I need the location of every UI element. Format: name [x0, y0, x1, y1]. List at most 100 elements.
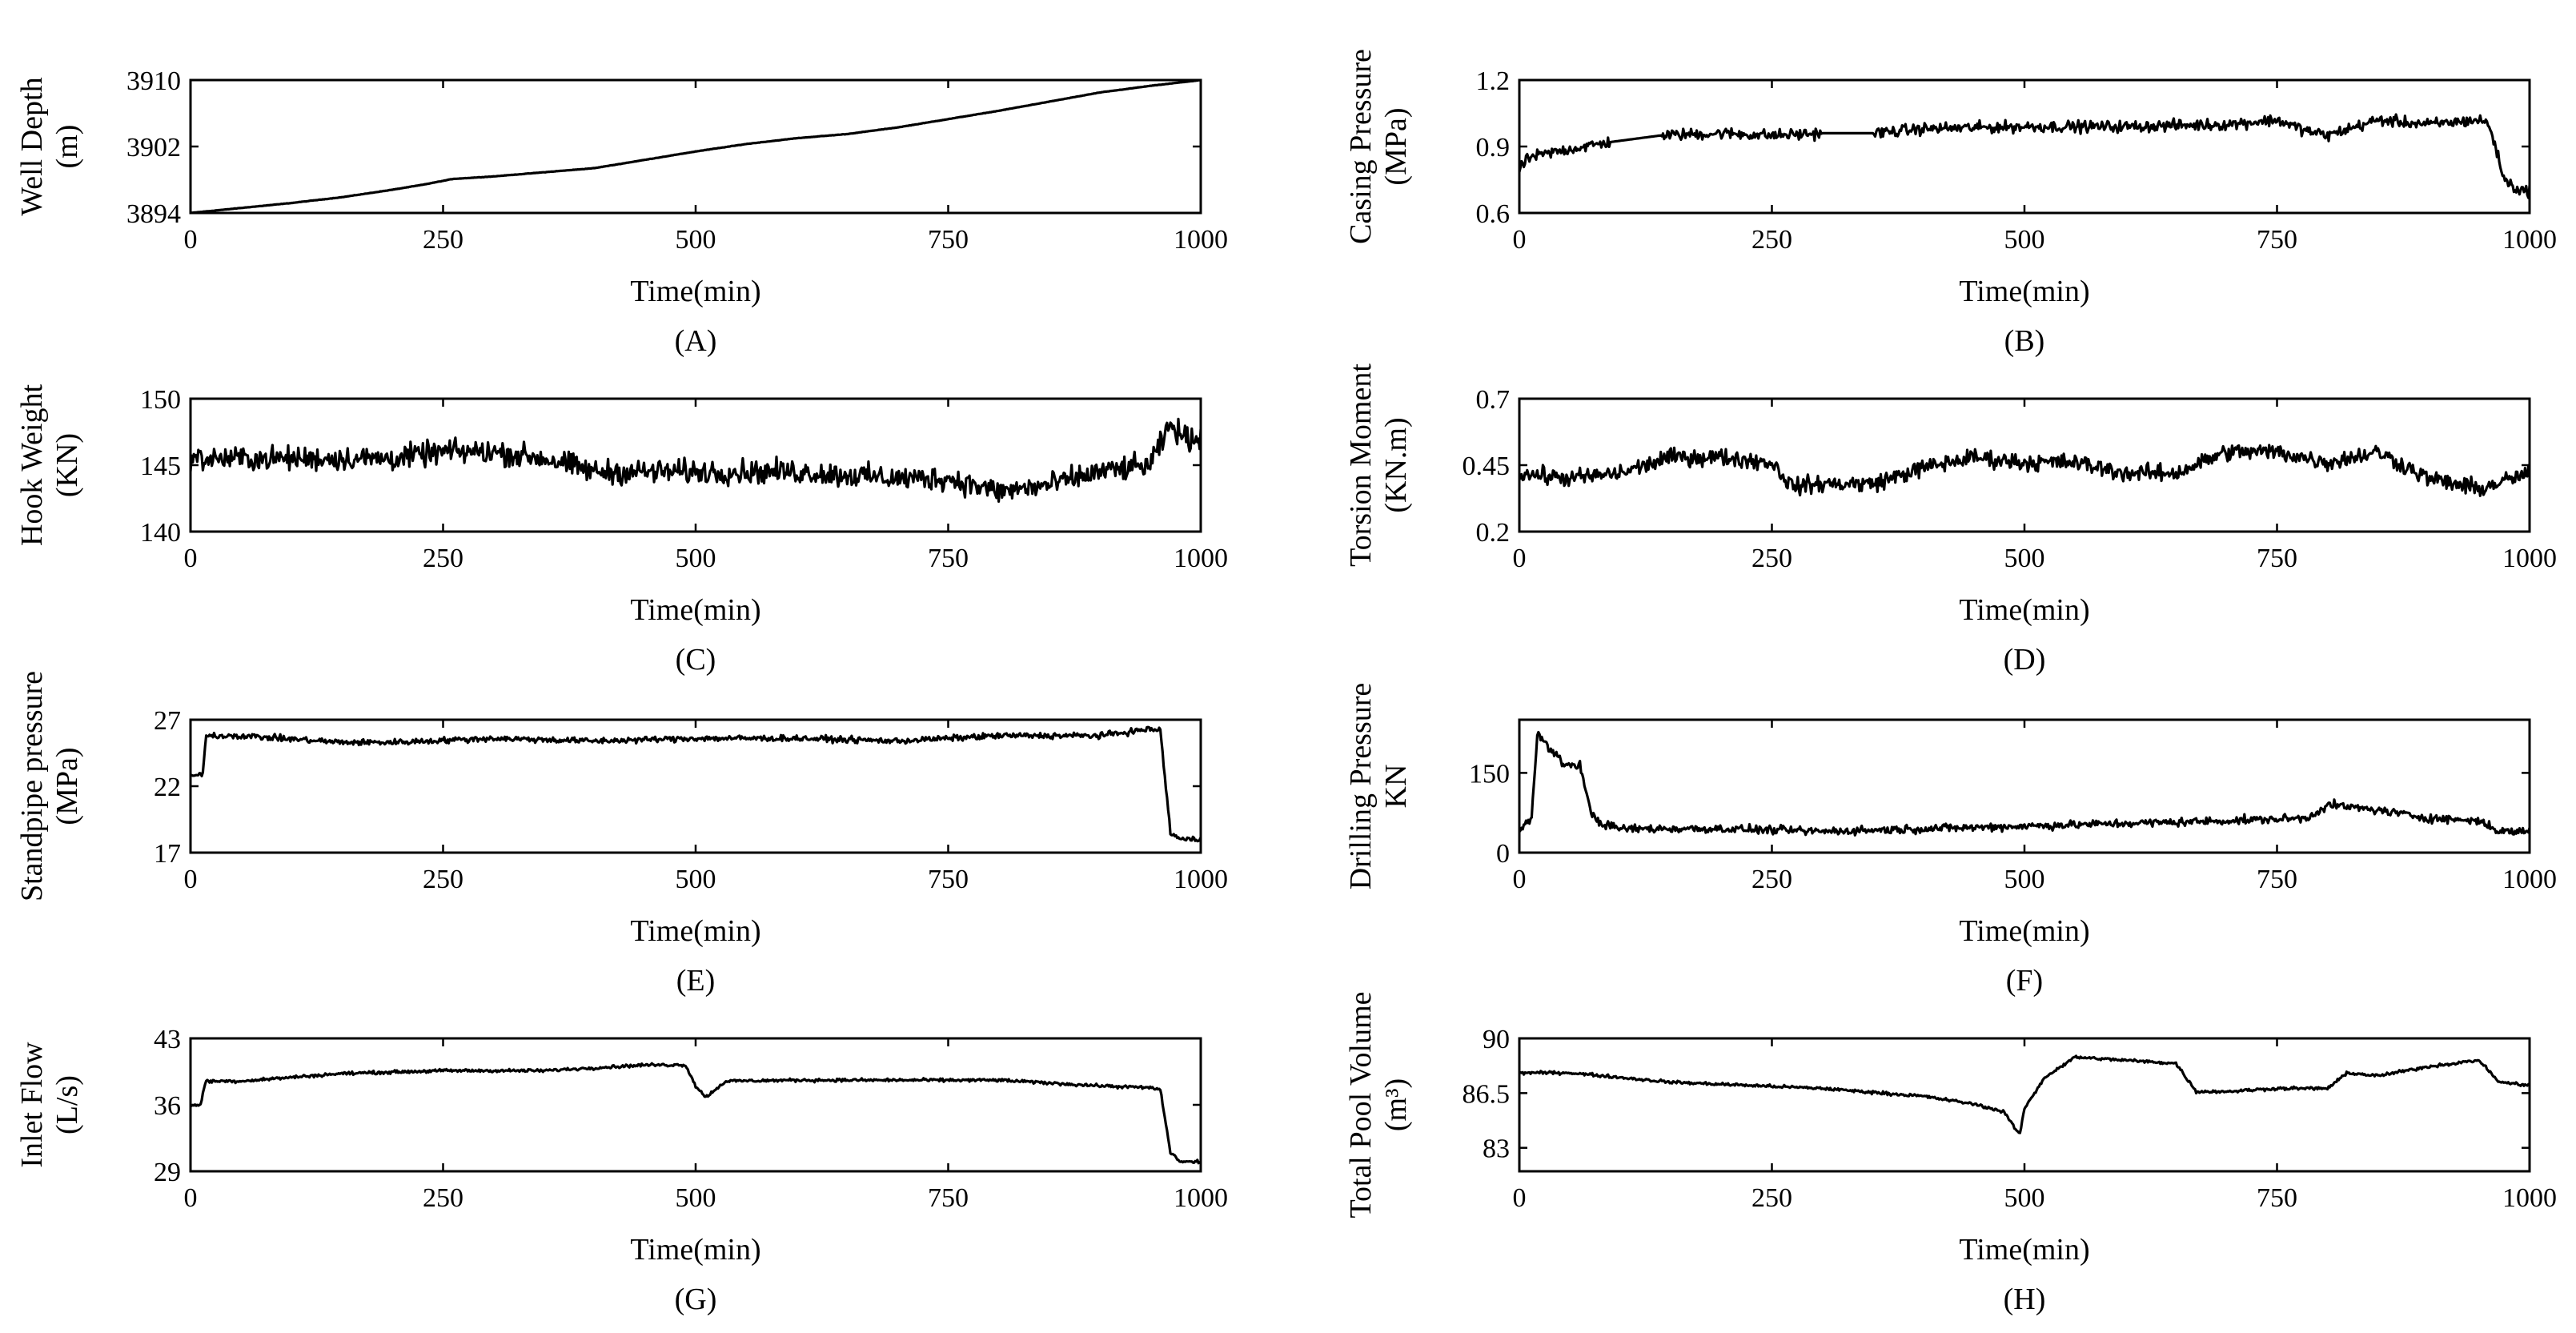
y-tick-label: 17: [154, 839, 181, 869]
x-tick-label: 500: [2004, 225, 2045, 255]
x-tick-label: 750: [2257, 1183, 2297, 1213]
panel-caption: (B): [2004, 324, 2045, 358]
x-axis-title: Time(min): [1959, 914, 2089, 948]
y-tick-label: 0: [1496, 839, 1510, 869]
x-axis-title: Time(min): [1959, 275, 2089, 308]
panel-H: 0 250 500 750 1000 83 86.5 90 Total Pool Volume (…: [1344, 991, 2557, 1316]
x-axis-title: Time(min): [630, 593, 760, 627]
x-axis-title: Time(min): [630, 914, 760, 948]
plot-frame: [189, 78, 1202, 215]
x-tick-label: 1000: [1174, 544, 1228, 573]
y-tick-label: 0.45: [1463, 452, 1511, 481]
y-tick-label: 0.6: [1476, 199, 1511, 229]
x-axis-title: Time(min): [1959, 1233, 2089, 1267]
y-axis-title: Hook Weight: [15, 384, 49, 547]
plot-frame: [1518, 1037, 2531, 1173]
plot-frame: [189, 397, 1202, 533]
x-tick-label: 500: [676, 544, 716, 573]
y-axis-title: (MPa): [1379, 107, 1413, 185]
series-line-h: [1519, 1054, 2530, 1134]
y-tick-label: 1.2: [1476, 66, 1511, 96]
series-line-g: [191, 1062, 1201, 1165]
panel-F: 0 250 500 750 1000 0 150 Drilling Pressure KN Tim…: [1344, 683, 2557, 998]
y-tick-label: 3902: [126, 133, 181, 163]
y-tick-label: 3894: [126, 199, 181, 229]
y-tick-label: 43: [154, 1025, 181, 1054]
x-tick-label: 1000: [2502, 1183, 2557, 1213]
panel-caption: (H): [2004, 1283, 2046, 1316]
x-tick-label: 750: [2257, 865, 2297, 894]
panel-caption: (E): [676, 964, 716, 998]
y-tick-label: 29: [154, 1158, 181, 1187]
panel-G: 0 250 500 750 1000 29 36 43 Inlet Flow (L/s) Time(…: [15, 1025, 1228, 1316]
series-line-e: [191, 725, 1201, 843]
series-line-a: [191, 80, 1201, 213]
x-tick-label: 1000: [2502, 544, 2557, 573]
x-tick-label: 250: [423, 544, 463, 573]
x-tick-label: 750: [2257, 225, 2297, 255]
x-tick-label: 0: [1513, 865, 1527, 894]
y-axis-title: KN: [1379, 765, 1413, 809]
x-tick-label: 500: [676, 1183, 716, 1213]
y-tick-label: 3910: [126, 66, 181, 96]
y-axis-title: Inlet Flow: [15, 1042, 49, 1168]
y-tick-label: 86.5: [1463, 1079, 1511, 1109]
x-tick-label: 500: [2004, 1183, 2045, 1213]
x-tick-label: 250: [1751, 865, 1792, 894]
x-tick-label: 250: [423, 865, 463, 894]
x-axis-title: Time(min): [1959, 593, 2089, 627]
y-tick-label: 140: [140, 518, 181, 548]
plot-frame: [1518, 78, 2531, 215]
panel-caption: (G): [675, 1283, 717, 1316]
x-tick-label: 750: [928, 544, 969, 573]
x-tick-label: 500: [2004, 865, 2045, 894]
y-axis-title: Torsion Moment: [1344, 363, 1378, 567]
x-tick-label: 250: [423, 225, 463, 255]
x-tick-label: 1000: [1174, 865, 1228, 894]
y-axis-title: Standpipe pressure: [15, 671, 49, 901]
y-axis-title: Drilling Pressure: [1344, 683, 1378, 890]
y-tick-label: 27: [154, 706, 181, 736]
y-tick-label: 90: [1483, 1025, 1510, 1054]
x-tick-label: 1000: [2502, 865, 2557, 894]
y-tick-label: 150: [1469, 759, 1510, 789]
x-tick-label: 750: [928, 225, 969, 255]
x-axis-title: Time(min): [630, 1233, 760, 1267]
x-tick-label: 0: [1513, 1183, 1527, 1213]
y-axis-title: Well Depth: [15, 77, 49, 215]
y-axis-title: Total Pool Volume: [1344, 991, 1378, 1218]
panel-caption: (F): [2006, 964, 2043, 998]
panel-B: 0 250 500 750 1000 0.6 0.9 1.2 Casing Pressure (M…: [1344, 49, 2557, 358]
y-axis-title: (m): [50, 125, 84, 169]
panel-D: 0 250 500 750 1000 0.2 0.45 0.7 Torsion Moment (K…: [1344, 363, 2557, 677]
y-tick-label: 83: [1483, 1134, 1510, 1164]
y-tick-label: 0.2: [1476, 518, 1511, 548]
x-tick-label: 0: [184, 1183, 198, 1213]
panel-caption: (A): [675, 324, 717, 358]
x-tick-label: 250: [423, 1183, 463, 1213]
x-tick-label: 750: [928, 865, 969, 894]
x-tick-label: 500: [676, 865, 716, 894]
series-line-b: [1519, 113, 2530, 199]
y-axis-title: (MPa): [50, 747, 84, 825]
x-tick-label: 250: [1751, 225, 1792, 255]
x-tick-label: 0: [184, 225, 198, 255]
panel-A: 0 250 500 750 1000 3894 3902 3910 Well Depth (m) T…: [15, 66, 1228, 358]
x-tick-label: 750: [928, 1183, 969, 1213]
x-tick-label: 750: [2257, 544, 2297, 573]
panel-caption: (C): [676, 643, 716, 677]
x-tick-label: 1000: [2502, 225, 2557, 255]
series-line-c: [191, 417, 1201, 504]
panel-caption: (D): [2004, 643, 2046, 677]
x-tick-label: 0: [1513, 544, 1527, 573]
y-tick-label: 0.9: [1476, 133, 1511, 163]
y-tick-label: 0.7: [1476, 385, 1511, 415]
plot-frame: [189, 1037, 1202, 1173]
x-tick-label: 500: [676, 225, 716, 255]
x-tick-label: 250: [1751, 1183, 1792, 1213]
x-tick-label: 0: [1513, 225, 1527, 255]
y-axis-title: (KN): [50, 433, 84, 497]
x-tick-label: 1000: [1174, 1183, 1228, 1213]
x-tick-label: 250: [1751, 544, 1792, 573]
